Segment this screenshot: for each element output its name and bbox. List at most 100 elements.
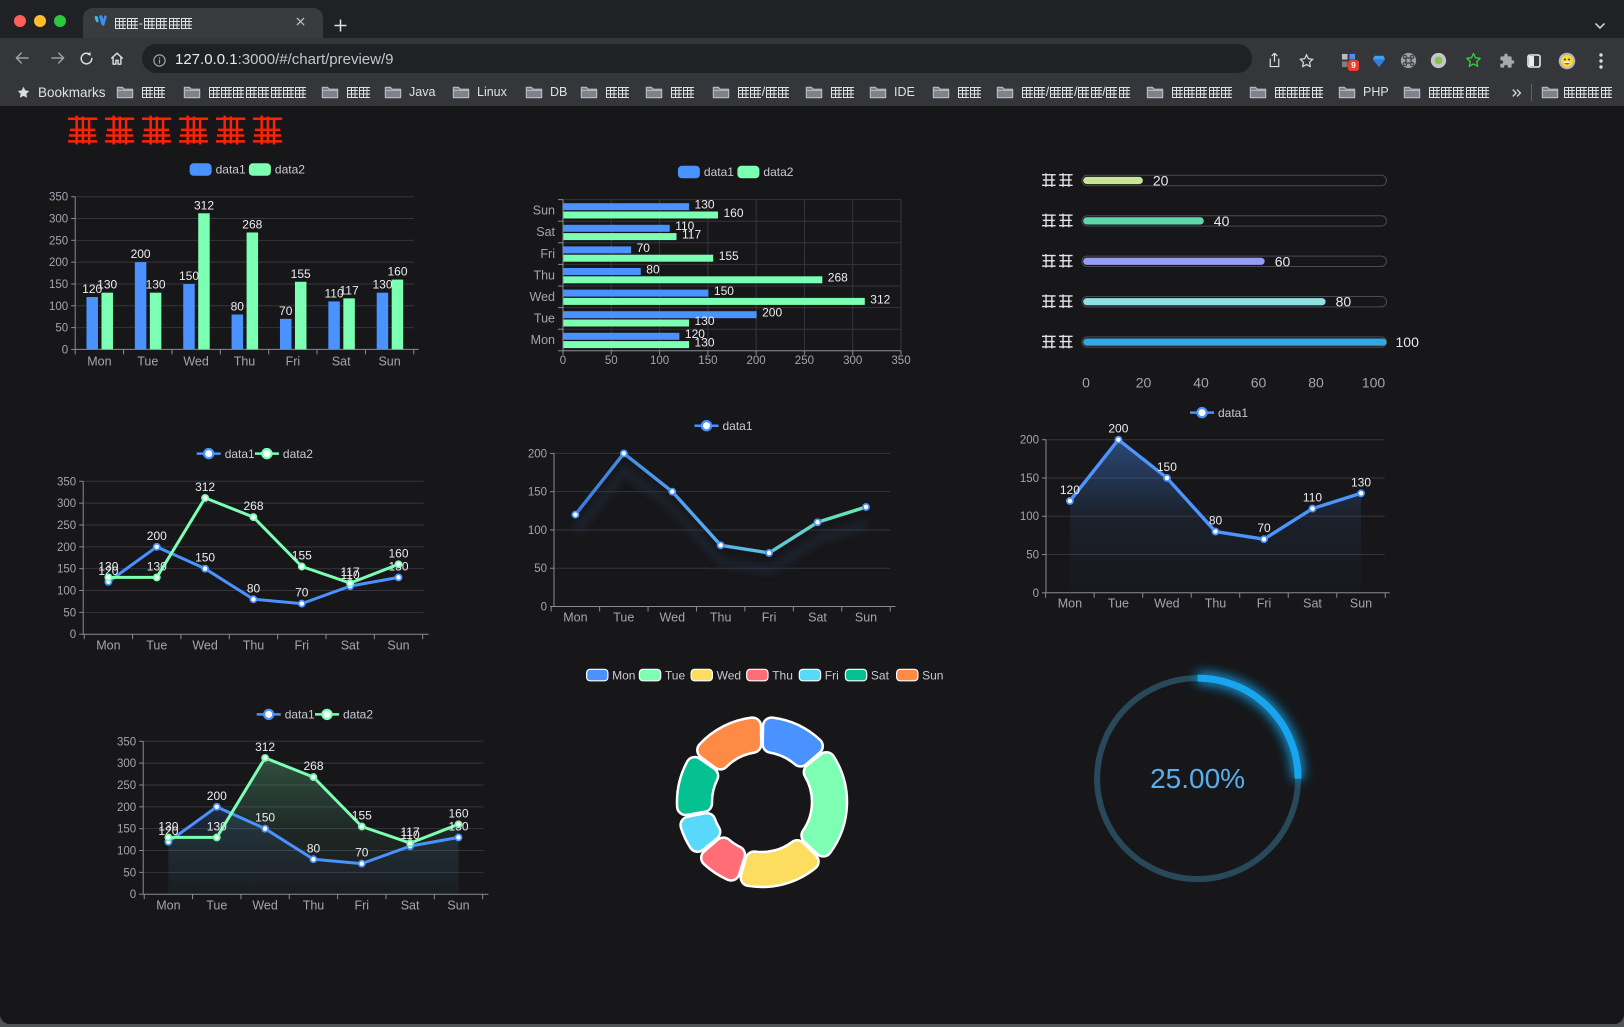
svg-text:100: 100 [1396,334,1420,350]
svg-text:130: 130 [372,278,392,292]
svg-text:Mon: Mon [531,333,555,347]
svg-text:Tue: Tue [665,669,686,683]
svg-text:Sun: Sun [1350,597,1372,611]
svg-text:155: 155 [352,809,372,823]
svg-text:150: 150 [195,551,215,565]
svg-text:100: 100 [49,301,68,313]
svg-text:70: 70 [637,241,651,255]
svg-text:312: 312 [870,292,890,306]
svg-text:data1: data1 [225,447,255,461]
svg-text:Thu: Thu [303,899,325,913]
svg-text:50: 50 [55,323,68,335]
svg-text:200: 200 [131,247,151,261]
svg-text:130: 130 [146,278,166,292]
svg-text:200: 200 [1020,435,1039,447]
svg-text:350: 350 [49,192,68,204]
svg-text:268: 268 [828,271,848,285]
svg-text:Thu: Thu [234,355,256,369]
svg-text:Tue: Tue [137,355,158,369]
svg-text:Mon: Mon [96,639,120,653]
svg-text:150: 150 [255,811,275,825]
svg-text:Fri: Fri [295,639,310,653]
svg-text:0: 0 [1082,375,1090,391]
svg-text:250: 250 [49,235,68,247]
svg-text:0: 0 [70,629,76,641]
svg-text:Tue: Tue [146,639,167,653]
svg-text:100: 100 [117,846,136,858]
svg-text:200: 200 [117,802,136,814]
svg-text:Wed: Wed [660,611,686,625]
svg-text:312: 312 [195,480,215,494]
svg-text:data1: data1 [285,708,315,722]
svg-text:60: 60 [1275,253,1291,269]
svg-text:70: 70 [279,304,293,318]
svg-text:312: 312 [194,198,214,212]
svg-text:data1: data1 [216,163,246,177]
svg-text:Mon: Mon [87,355,111,369]
svg-text:Thu: Thu [1205,597,1227,611]
svg-text:130: 130 [158,819,178,833]
svg-text:150: 150 [528,487,547,499]
svg-text:Fri: Fri [540,247,555,261]
svg-text:200: 200 [762,306,782,320]
svg-text:120: 120 [158,824,178,838]
svg-text:50: 50 [63,607,76,619]
svg-text:200: 200 [1108,422,1128,436]
svg-text:250: 250 [795,355,814,367]
svg-text:0: 0 [62,344,68,356]
svg-text:data1: data1 [723,419,753,433]
svg-text:100: 100 [57,586,76,598]
svg-text:130: 130 [695,336,715,350]
svg-text:150: 150 [57,564,76,576]
svg-text:80: 80 [1209,514,1223,528]
svg-text:data1: data1 [704,165,734,179]
svg-text:Sat: Sat [536,225,555,239]
svg-text:Wed: Wed [192,639,218,653]
svg-text:155: 155 [719,249,739,263]
svg-text:Fri: Fri [355,899,370,913]
svg-text:100: 100 [1020,511,1039,523]
svg-text:130: 130 [695,314,715,328]
svg-text:200: 200 [57,542,76,554]
svg-text:300: 300 [843,355,862,367]
svg-text:60: 60 [1251,375,1267,391]
svg-text:70: 70 [295,586,309,600]
svg-text:250: 250 [57,520,76,532]
svg-text:Sat: Sat [401,899,420,913]
svg-text:Thu: Thu [243,639,265,653]
svg-text:110: 110 [1303,491,1322,505]
svg-text:Tue: Tue [206,899,227,913]
svg-text:130: 130 [207,819,227,833]
svg-text:80: 80 [1336,294,1352,310]
svg-text:50: 50 [123,867,136,879]
svg-text:data2: data2 [763,165,793,179]
svg-text:Tue: Tue [534,312,555,326]
svg-text:data2: data2 [343,708,373,722]
svg-text:Wed: Wed [530,290,556,304]
svg-text:120: 120 [82,282,102,296]
svg-text:0: 0 [130,889,136,901]
svg-text:Sun: Sun [922,669,943,683]
svg-text:150: 150 [179,269,199,283]
svg-text:Sat: Sat [332,355,351,369]
svg-text:Mon: Mon [156,899,180,913]
svg-text:200: 200 [147,529,167,543]
svg-text:Sun: Sun [378,355,400,369]
svg-text:40: 40 [1214,213,1230,229]
svg-text:268: 268 [243,499,263,513]
svg-text:Tue: Tue [1108,597,1129,611]
svg-text:80: 80 [646,262,660,276]
svg-text:Wed: Wed [252,899,278,913]
svg-text:20: 20 [1153,173,1169,189]
svg-text:350: 350 [891,355,910,367]
svg-text:80: 80 [231,300,245,314]
svg-text:Wed: Wed [183,355,209,369]
svg-text:40: 40 [1193,375,1209,391]
svg-text:300: 300 [49,214,68,226]
svg-text:100: 100 [528,525,547,537]
svg-text:0: 0 [560,355,566,367]
svg-text:117: 117 [401,825,420,839]
svg-text:150: 150 [714,284,734,298]
svg-text:100: 100 [650,355,669,367]
svg-text:Sun: Sun [447,899,469,913]
